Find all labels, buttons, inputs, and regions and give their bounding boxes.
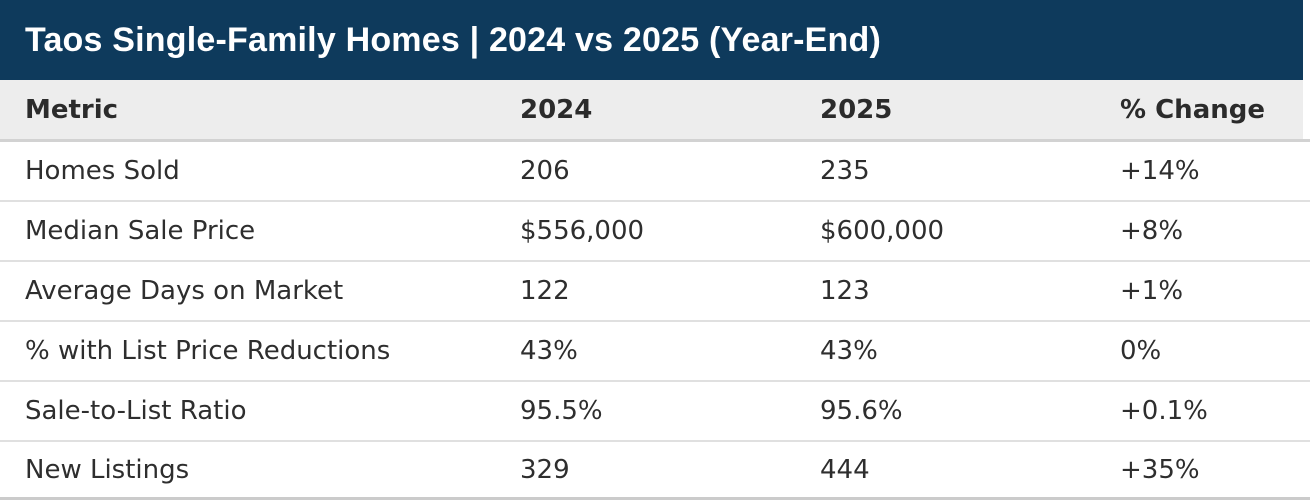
table-row: Homes Sold 206 235 +14% [0, 142, 1310, 202]
cell-change: +0.1% [1120, 396, 1208, 426]
table-row: % with List Price Reductions 43% 43% 0% [0, 322, 1310, 382]
cell-2024: 122 [520, 276, 570, 306]
cell-metric: New Listings [25, 454, 190, 485]
title-bar: Taos Single-Family Homes | 2024 vs 2025 … [0, 0, 1310, 80]
table-row: Sale-to-List Ratio 95.5% 95.6% +0.1% [0, 382, 1310, 442]
cell-2025: $600,000 [820, 216, 945, 246]
column-header-metric: Metric [25, 94, 119, 125]
cell-change: +35% [1120, 454, 1200, 485]
cell-metric: Median Sale Price [25, 216, 256, 246]
cell-metric: Sale-to-List Ratio [25, 396, 247, 426]
table-row: Average Days on Market 122 123 +1% [0, 262, 1310, 322]
cell-metric: Average Days on Market [25, 276, 344, 306]
column-header-2025: 2025 [820, 94, 893, 125]
cell-2024: 43% [520, 336, 578, 366]
cell-2025: 43% [820, 336, 878, 366]
cell-metric: % with List Price Reductions [25, 336, 391, 366]
comparison-table: Metric 2024 2025 % Change Homes Sold 206… [0, 80, 1310, 500]
cell-change: +8% [1120, 216, 1184, 246]
cell-2024: $556,000 [520, 216, 645, 246]
table-row: New Listings 329 444 +35% [0, 442, 1310, 500]
cell-change: +1% [1120, 276, 1184, 306]
cell-2024: 206 [520, 156, 570, 186]
cell-2025: 235 [820, 156, 870, 186]
cell-2024: 95.5% [520, 396, 603, 426]
cell-2025: 95.6% [820, 396, 903, 426]
cell-2025: 123 [820, 276, 870, 306]
cell-2025: 444 [820, 454, 870, 485]
table-header-row: Metric 2024 2025 % Change [0, 80, 1310, 142]
cell-metric: Homes Sold [25, 156, 180, 186]
column-header-2024: 2024 [520, 94, 593, 125]
column-header-change: % Change [1120, 94, 1265, 125]
page-title: Taos Single-Family Homes | 2024 vs 2025 … [25, 20, 882, 59]
cell-change: +14% [1120, 156, 1200, 186]
cell-2024: 329 [520, 454, 570, 485]
cell-change: 0% [1120, 336, 1162, 366]
table-row: Median Sale Price $556,000 $600,000 +8% [0, 202, 1310, 262]
